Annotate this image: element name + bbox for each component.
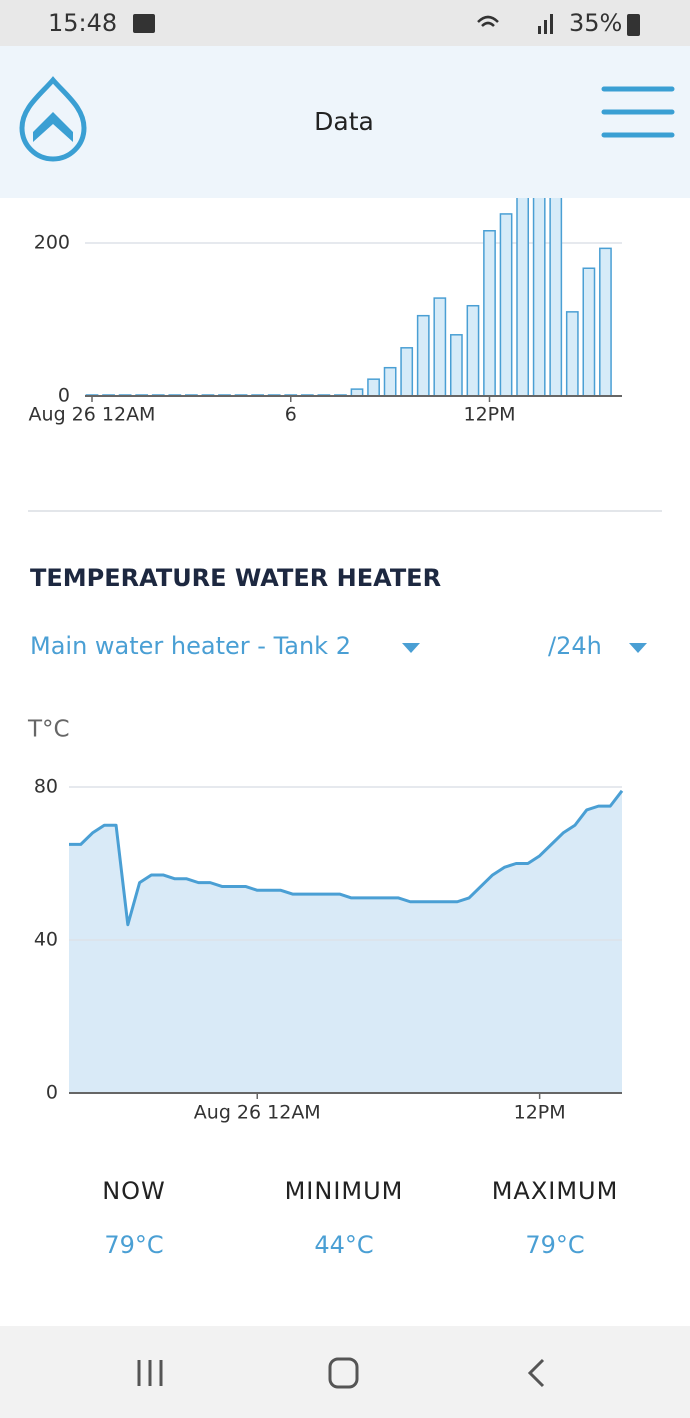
- section-title: TEMPERATURE WATER HEATER: [30, 564, 441, 592]
- y-tick-label: 0: [46, 1082, 58, 1104]
- stat-label: MINIMUM: [285, 1177, 404, 1205]
- device-select[interactable]: Main water heater - Tank 2: [30, 632, 351, 660]
- y-tick-label: 80: [34, 776, 58, 798]
- bar: [516, 181, 530, 397]
- area: [69, 790, 622, 1093]
- home-button[interactable]: [328, 1357, 359, 1389]
- bar: [449, 334, 463, 397]
- line: [69, 789, 624, 927]
- bar: [599, 247, 612, 397]
- battery-icon: [627, 14, 640, 36]
- stat-value: 79°C: [104, 1231, 163, 1259]
- bar: [483, 230, 496, 397]
- bar: [367, 378, 380, 397]
- gallery-icon: [133, 14, 155, 33]
- y-axis-label: T°C: [27, 717, 70, 743]
- bar: [433, 297, 447, 397]
- y-tick-label: 200: [34, 232, 70, 254]
- x-tick-label: Aug 26 12AM: [194, 1102, 321, 1124]
- clock: 15:48: [48, 9, 117, 37]
- x-tick-label: 6: [285, 404, 297, 426]
- signal-icon: [538, 14, 553, 34]
- bar: [416, 314, 430, 397]
- stat-value: 44°C: [314, 1231, 373, 1259]
- status-bar: [0, 0, 690, 46]
- stat-label: MAXIMUM: [492, 1177, 619, 1205]
- x-tick-label: Aug 26 12AM: [29, 404, 156, 426]
- logo[interactable]: [19, 76, 87, 162]
- stat-label: NOW: [102, 1177, 166, 1205]
- temperature-chart: 0 40 80 Aug 26 12AM 12PM: [34, 776, 624, 1124]
- back-button[interactable]: [527, 1358, 545, 1388]
- stats: NOW 79°C MINIMUM 44°C MAXIMUM 79°C: [102, 1177, 619, 1259]
- wifi-icon: [477, 15, 499, 27]
- bar: [532, 165, 546, 397]
- bar: [499, 213, 513, 397]
- bar: [383, 366, 397, 397]
- bar: [582, 267, 596, 397]
- x-tick-label: 12PM: [514, 1102, 566, 1124]
- bar: [350, 388, 364, 397]
- bar: [400, 347, 414, 397]
- dropdown-arrow[interactable]: [629, 643, 647, 653]
- battery-level: 35%: [569, 9, 622, 37]
- nav-bar: [0, 1326, 690, 1418]
- dropdown-arrow[interactable]: [402, 643, 420, 653]
- recent-apps-button[interactable]: [137, 1360, 163, 1386]
- stat-value: 79°C: [525, 1231, 584, 1259]
- bar: [549, 173, 563, 397]
- menu-button[interactable]: [601, 86, 675, 138]
- bar: [466, 304, 480, 397]
- app-header: [0, 46, 690, 198]
- x-tick-label: 12PM: [463, 404, 515, 426]
- y-tick-label: 40: [34, 929, 58, 951]
- usage-chart: 0 200 Aug 26 12AM 6 12PM: [29, 165, 622, 426]
- y-tick-label: 0: [58, 385, 70, 407]
- bar: [565, 311, 579, 397]
- header-title: Data: [314, 107, 374, 136]
- period-select[interactable]: /24h: [548, 632, 602, 660]
